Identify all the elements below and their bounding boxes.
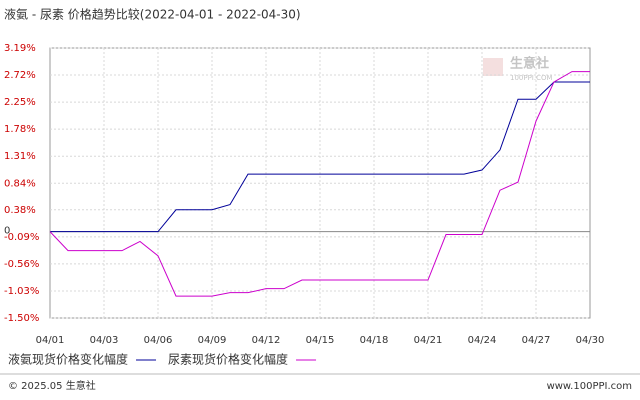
x-tick-label: 04/27: [522, 335, 551, 346]
legend-label: 尿素现货价格变化幅度: [168, 352, 288, 367]
y-tick-label: -1.50%: [4, 313, 39, 324]
y-tick-label: -0.56%: [4, 259, 39, 270]
y-tick-label: -1.03%: [4, 286, 39, 297]
series-line: [50, 81, 590, 233]
y-tick-label: 1.31%: [4, 151, 36, 162]
y-tick-label: 0.84%: [4, 178, 36, 189]
x-tick-label: 04/06: [144, 335, 173, 346]
chart-title: 液氨 - 尿素 价格趋势比较(2022-04-01 - 2022-04-30): [4, 7, 301, 22]
y-tick-label: 0.38%: [4, 205, 36, 216]
y-tick-label: 1.78%: [4, 124, 36, 135]
copyright: © 2025.05 生意社: [8, 379, 96, 392]
watermark: 生意社 100PPI.COM: [483, 56, 553, 82]
x-tick-label: 04/30: [576, 335, 605, 346]
y-tick-label: 2.25%: [4, 97, 36, 108]
y-tick-label: 3.19%: [4, 43, 36, 54]
x-tick-label: 04/09: [198, 335, 227, 346]
watermark-icon: [483, 58, 503, 76]
y-tick-label: 0: [4, 226, 10, 237]
x-tick-label: 04/18: [360, 335, 389, 346]
watermark-sub: 100PPI.COM: [510, 74, 553, 82]
legend-label: 液氨现货价格变化幅度: [8, 352, 128, 367]
y-tick-label: -0.09%: [4, 232, 39, 243]
x-tick-label: 04/21: [414, 335, 443, 346]
x-tick-label: 04/12: [252, 335, 281, 346]
y-tick-label: 2.72%: [4, 70, 36, 81]
x-tick-label: 04/03: [90, 335, 119, 346]
series-line: [49, 71, 590, 297]
watermark-text: 生意社: [510, 56, 549, 72]
x-tick-label: 04/01: [36, 335, 65, 346]
x-tick-label: 04/24: [468, 335, 497, 346]
website: www.100PPI.com: [547, 381, 632, 392]
x-tick-label: 04/15: [306, 335, 335, 346]
